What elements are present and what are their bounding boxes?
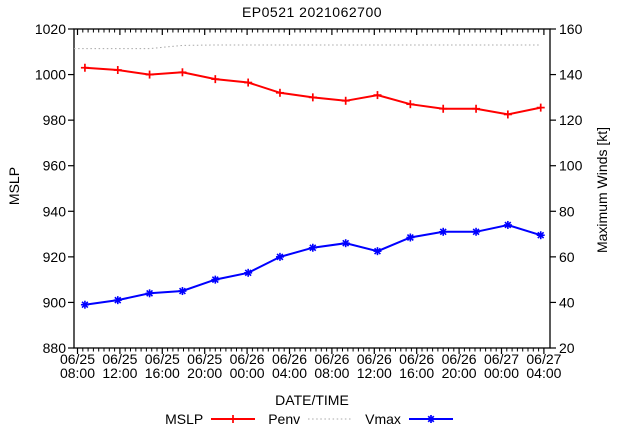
x-tick-label-time: 20:00: [442, 365, 477, 381]
x-tick-label-time: 16:00: [145, 365, 180, 381]
y-tick-label-left: 960: [43, 158, 67, 174]
x-tick-label-time: 08:00: [60, 365, 95, 381]
x-tick-label-date: 06/26: [230, 351, 265, 367]
y-tick-label-right: 120: [559, 112, 583, 128]
x-axis-label: DATE/TIME: [275, 392, 349, 408]
x-tick-label-date: 06/27: [526, 351, 561, 367]
series-vmax: [80, 220, 545, 309]
legend: MSLP Penv Vmax: [0, 411, 619, 427]
x-tick-label-date: 06/26: [399, 351, 434, 367]
x-axis-ticks: 06/2508:0006/2512:0006/2516:0006/2520:00…: [60, 29, 562, 381]
x-tick-label-time: 04:00: [272, 365, 307, 381]
x-tick-label-time: 08:00: [314, 365, 349, 381]
y-tick-label-right: 60: [559, 249, 575, 265]
series-mslp: [80, 63, 545, 119]
y-tick-label-right: 40: [559, 294, 575, 310]
y-tick-label-right: 140: [559, 67, 583, 83]
x-tick-label-date: 06/26: [272, 351, 307, 367]
legend-sample-vmax: [408, 415, 453, 423]
x-tick-label-time: 20:00: [187, 365, 222, 381]
chart-title: EP0521 2021062700: [241, 4, 383, 20]
legend-entry-penv: Penv: [268, 411, 353, 427]
y-tick-label-left: 880: [43, 340, 67, 356]
legend-label: Penv: [268, 411, 301, 427]
y-tick-label-left: 920: [43, 249, 67, 265]
x-tick-label-date: 06/26: [442, 351, 477, 367]
legend-label: MSLP: [165, 411, 204, 427]
x-tick-label-date: 06/25: [102, 351, 137, 367]
y-tick-label-left: 1020: [35, 21, 66, 37]
x-tick-label-time: 00:00: [230, 365, 265, 381]
y-tick-label-right: 80: [559, 203, 575, 219]
x-tick-label-time: 04:00: [526, 365, 561, 381]
y-tick-label-left: 940: [43, 203, 67, 219]
y-tick-label-left: 980: [43, 112, 67, 128]
legend-sample-penv: [308, 418, 353, 420]
x-tick-label-time: 16:00: [399, 365, 434, 381]
x-tick-label-date: 06/25: [60, 351, 95, 367]
x-tick-label-time: 12:00: [357, 365, 392, 381]
series-penv: [74, 44, 541, 50]
y-tick-label-left: 1000: [35, 67, 66, 83]
legend-entry-mslp: MSLP: [165, 411, 256, 427]
x-tick-label-time: 00:00: [484, 365, 519, 381]
legend-entry-vmax: Vmax: [365, 411, 454, 427]
legend-sample-mslp: [211, 415, 256, 423]
x-tick-label-date: 06/25: [145, 351, 180, 367]
y-tick-label-right: 20: [559, 340, 575, 356]
y-axis-ticks: 1020 160 1000 140 980 120 960 100 940 80 920 60 900 4…: [35, 21, 583, 356]
x-tick-label-date: 06/26: [314, 351, 349, 367]
legend-label: Vmax: [365, 411, 401, 427]
x-tick-label-time: 12:00: [102, 365, 137, 381]
x-tick-label-date: 06/25: [187, 351, 222, 367]
plot-border: [73, 28, 551, 349]
y-tick-label-right: 160: [559, 21, 583, 37]
y-tick-label-right: 100: [559, 158, 583, 174]
x-tick-label-date: 06/26: [357, 351, 392, 367]
y-tick-label-left: 900: [43, 294, 67, 310]
x-tick-label-date: 06/27: [484, 351, 519, 367]
